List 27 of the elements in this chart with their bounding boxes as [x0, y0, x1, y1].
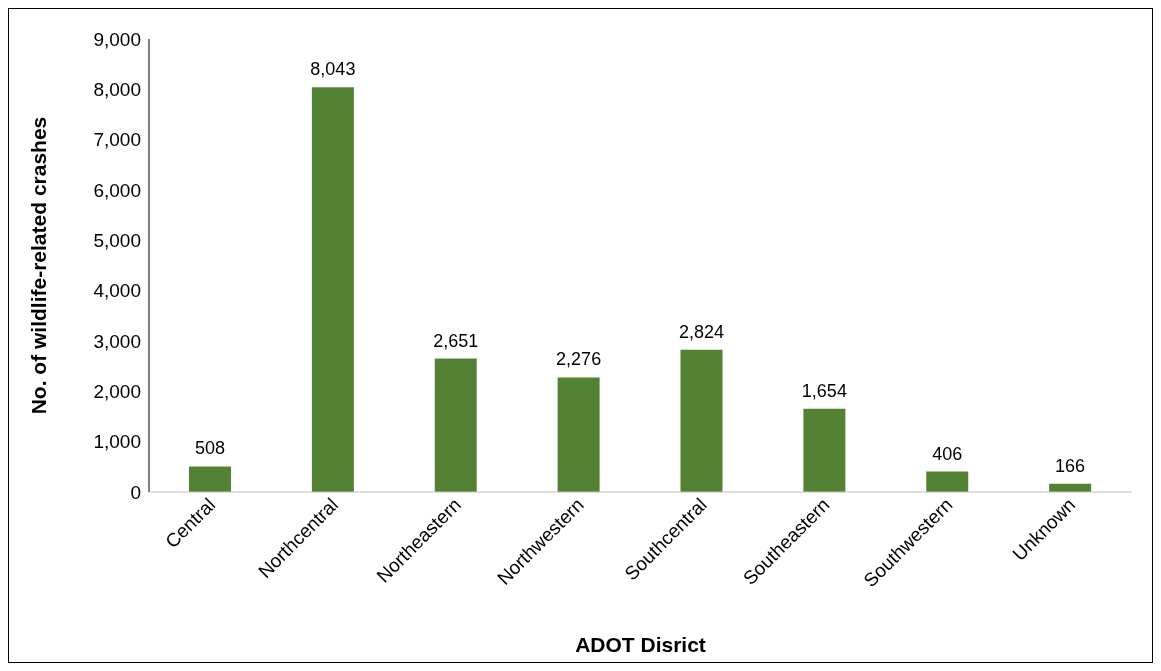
- data-label: 166: [1055, 455, 1086, 476]
- y-tick-label: 6,000: [93, 179, 141, 201]
- data-label: 2,651: [433, 330, 479, 351]
- y-tick-label: 9,000: [93, 28, 141, 50]
- data-label: 508: [194, 438, 226, 459]
- data-label: 1,654: [801, 380, 847, 401]
- y-tick-label: 4,000: [93, 280, 141, 302]
- data-label: 406: [932, 443, 963, 464]
- bar: [434, 358, 477, 492]
- y-tick-label: 1,000: [93, 431, 141, 453]
- y-tick-label: 3,000: [93, 330, 141, 352]
- bar: [803, 408, 846, 492]
- y-tick-label: 7,000: [93, 129, 141, 151]
- bar: [926, 471, 969, 492]
- y-tick-label: 2,000: [93, 381, 141, 403]
- data-label: 8,043: [310, 59, 356, 80]
- y-tick-label: 0: [130, 481, 141, 503]
- bar: [680, 349, 723, 492]
- data-label: 2,276: [556, 349, 602, 370]
- bar: [311, 87, 354, 492]
- x-axis-title: ADOT Disrict: [575, 633, 706, 656]
- data-label: 2,824: [678, 321, 725, 342]
- y-tick-label: 8,000: [93, 79, 141, 101]
- y-axis-title: No. of wildlife-related crashes: [27, 116, 51, 415]
- bar: [557, 377, 600, 492]
- y-tick-label: 5,000: [93, 230, 141, 252]
- bar: [189, 466, 231, 492]
